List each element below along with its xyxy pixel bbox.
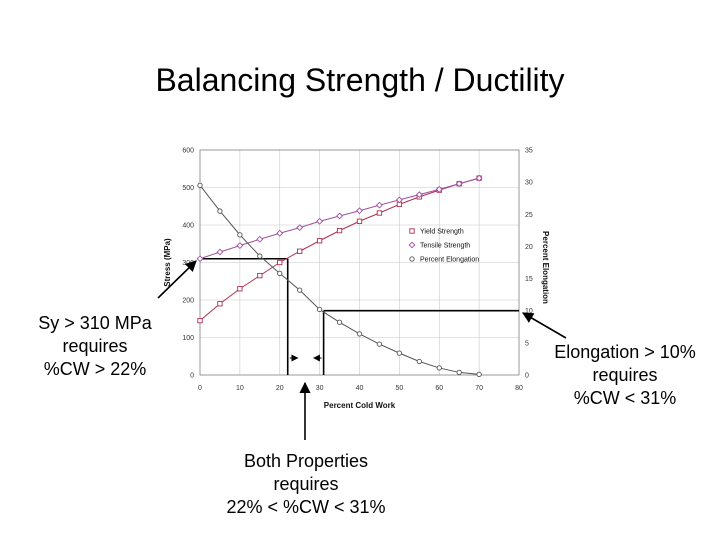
slide-title: Balancing Strength / Ductility <box>155 62 565 98</box>
data-point <box>217 208 223 214</box>
note-line: 22% < %CW < 31% <box>226 497 386 517</box>
note-line: Elongation > 10% <box>554 342 696 362</box>
y2-tick-label: 10 <box>525 308 533 315</box>
y2-tick-label: 15 <box>525 276 533 283</box>
data-point <box>455 180 463 188</box>
data-point <box>415 191 423 199</box>
legend-label: Tensile Strength <box>420 243 470 250</box>
data-point <box>395 196 403 204</box>
y2-axis-title: Percent Elongation <box>541 231 550 304</box>
data-point <box>356 207 363 215</box>
data-point <box>436 365 442 371</box>
note-line: %CW > 22% <box>43 359 147 379</box>
y-tick-label: 0 <box>190 373 194 380</box>
note-line: requires <box>273 474 339 494</box>
data-point <box>396 350 403 356</box>
data-point <box>197 182 203 189</box>
callout-arrow-left <box>157 260 197 299</box>
data-point <box>316 217 324 225</box>
data-point <box>196 255 204 263</box>
data-point <box>316 306 323 313</box>
data-point <box>416 358 422 365</box>
x-tick-label: 60 <box>435 385 443 392</box>
data-point <box>336 227 343 234</box>
chart-axes: 0 10 20 30 40 50 60 70 8001002003004005006000510… <box>163 148 550 411</box>
legend-marker <box>409 228 415 234</box>
data-point <box>376 341 383 347</box>
x-axis-title: Percent Cold Work <box>324 401 396 410</box>
y2-tick-label: 35 <box>525 148 533 155</box>
data-point <box>237 286 243 292</box>
y-tick-label: 200 <box>182 298 194 305</box>
note-line: requires <box>62 336 128 356</box>
data-point <box>216 248 224 256</box>
data-point <box>376 210 383 216</box>
y2-tick-label: 5 <box>525 340 529 347</box>
note-line: %CW < 31% <box>573 388 677 408</box>
chart-grid <box>199 149 520 376</box>
legend-marker <box>409 256 415 262</box>
data-point <box>316 238 323 244</box>
note-line: Sy > 310 MPa <box>38 313 152 333</box>
y-tick-label: 500 <box>182 185 194 192</box>
data-point <box>296 224 304 232</box>
data-point <box>277 270 283 277</box>
data-point <box>356 331 363 337</box>
x-tick-label: 80 <box>515 385 523 392</box>
data-point <box>197 317 203 324</box>
data-point <box>277 259 283 266</box>
y-tick-label: 600 <box>182 148 194 155</box>
x-tick-label: 70 <box>475 385 483 392</box>
data-point <box>257 272 263 279</box>
yield-requirement-note: Sy > 310 MPa requires %CW > 22% <box>28 312 162 381</box>
note-line: Both Properties <box>243 451 369 471</box>
data-point <box>376 201 383 209</box>
elongation-requirement-note: Elongation > 10% requires %CW < 31% <box>542 341 708 410</box>
data-point <box>257 253 263 259</box>
y-axis-title: Stress (MPa) <box>163 238 172 287</box>
x-tick-label: 20 <box>276 385 284 392</box>
chart-series <box>196 174 483 378</box>
chart-legend: Yield Strength Tensile Strength Percent El… <box>408 228 479 264</box>
data-point <box>356 218 363 224</box>
data-point <box>217 301 223 307</box>
legend-label: Percent Elongation <box>420 257 479 264</box>
data-point <box>256 235 264 243</box>
y2-tick-label: 20 <box>525 244 533 251</box>
data-point <box>237 232 243 238</box>
legend-label: Yield Strength <box>420 229 464 236</box>
plot-frame <box>199 149 520 376</box>
data-point <box>336 319 343 325</box>
data-point <box>336 212 343 220</box>
data-point <box>297 287 303 293</box>
data-point <box>435 185 443 193</box>
callout-arrow-right <box>522 312 567 339</box>
y2-tick-label: 0 <box>525 373 529 380</box>
x-tick-label: 50 <box>395 385 403 392</box>
legend-marker <box>408 241 416 249</box>
threshold-guides <box>200 257 519 375</box>
x-tick-label: 0 <box>198 385 202 392</box>
x-tick-label: 10 <box>236 385 244 392</box>
y2-tick-label: 25 <box>525 212 533 219</box>
x-tick-label: 30 <box>316 385 324 392</box>
combined-requirement-note: Both Properties requires 22% < %CW < 31% <box>210 450 402 519</box>
y-tick-label: 400 <box>182 223 194 230</box>
callout-arrows <box>157 260 567 440</box>
y2-tick-label: 30 <box>525 180 533 187</box>
data-point <box>297 248 303 254</box>
data-point <box>456 369 462 376</box>
x-tick-label: 40 <box>356 385 364 392</box>
note-line: requires <box>592 365 658 385</box>
data-point <box>476 371 482 378</box>
data-point <box>475 174 483 182</box>
y-tick-label: 100 <box>182 335 194 342</box>
data-point <box>236 242 244 250</box>
data-point <box>276 229 284 237</box>
